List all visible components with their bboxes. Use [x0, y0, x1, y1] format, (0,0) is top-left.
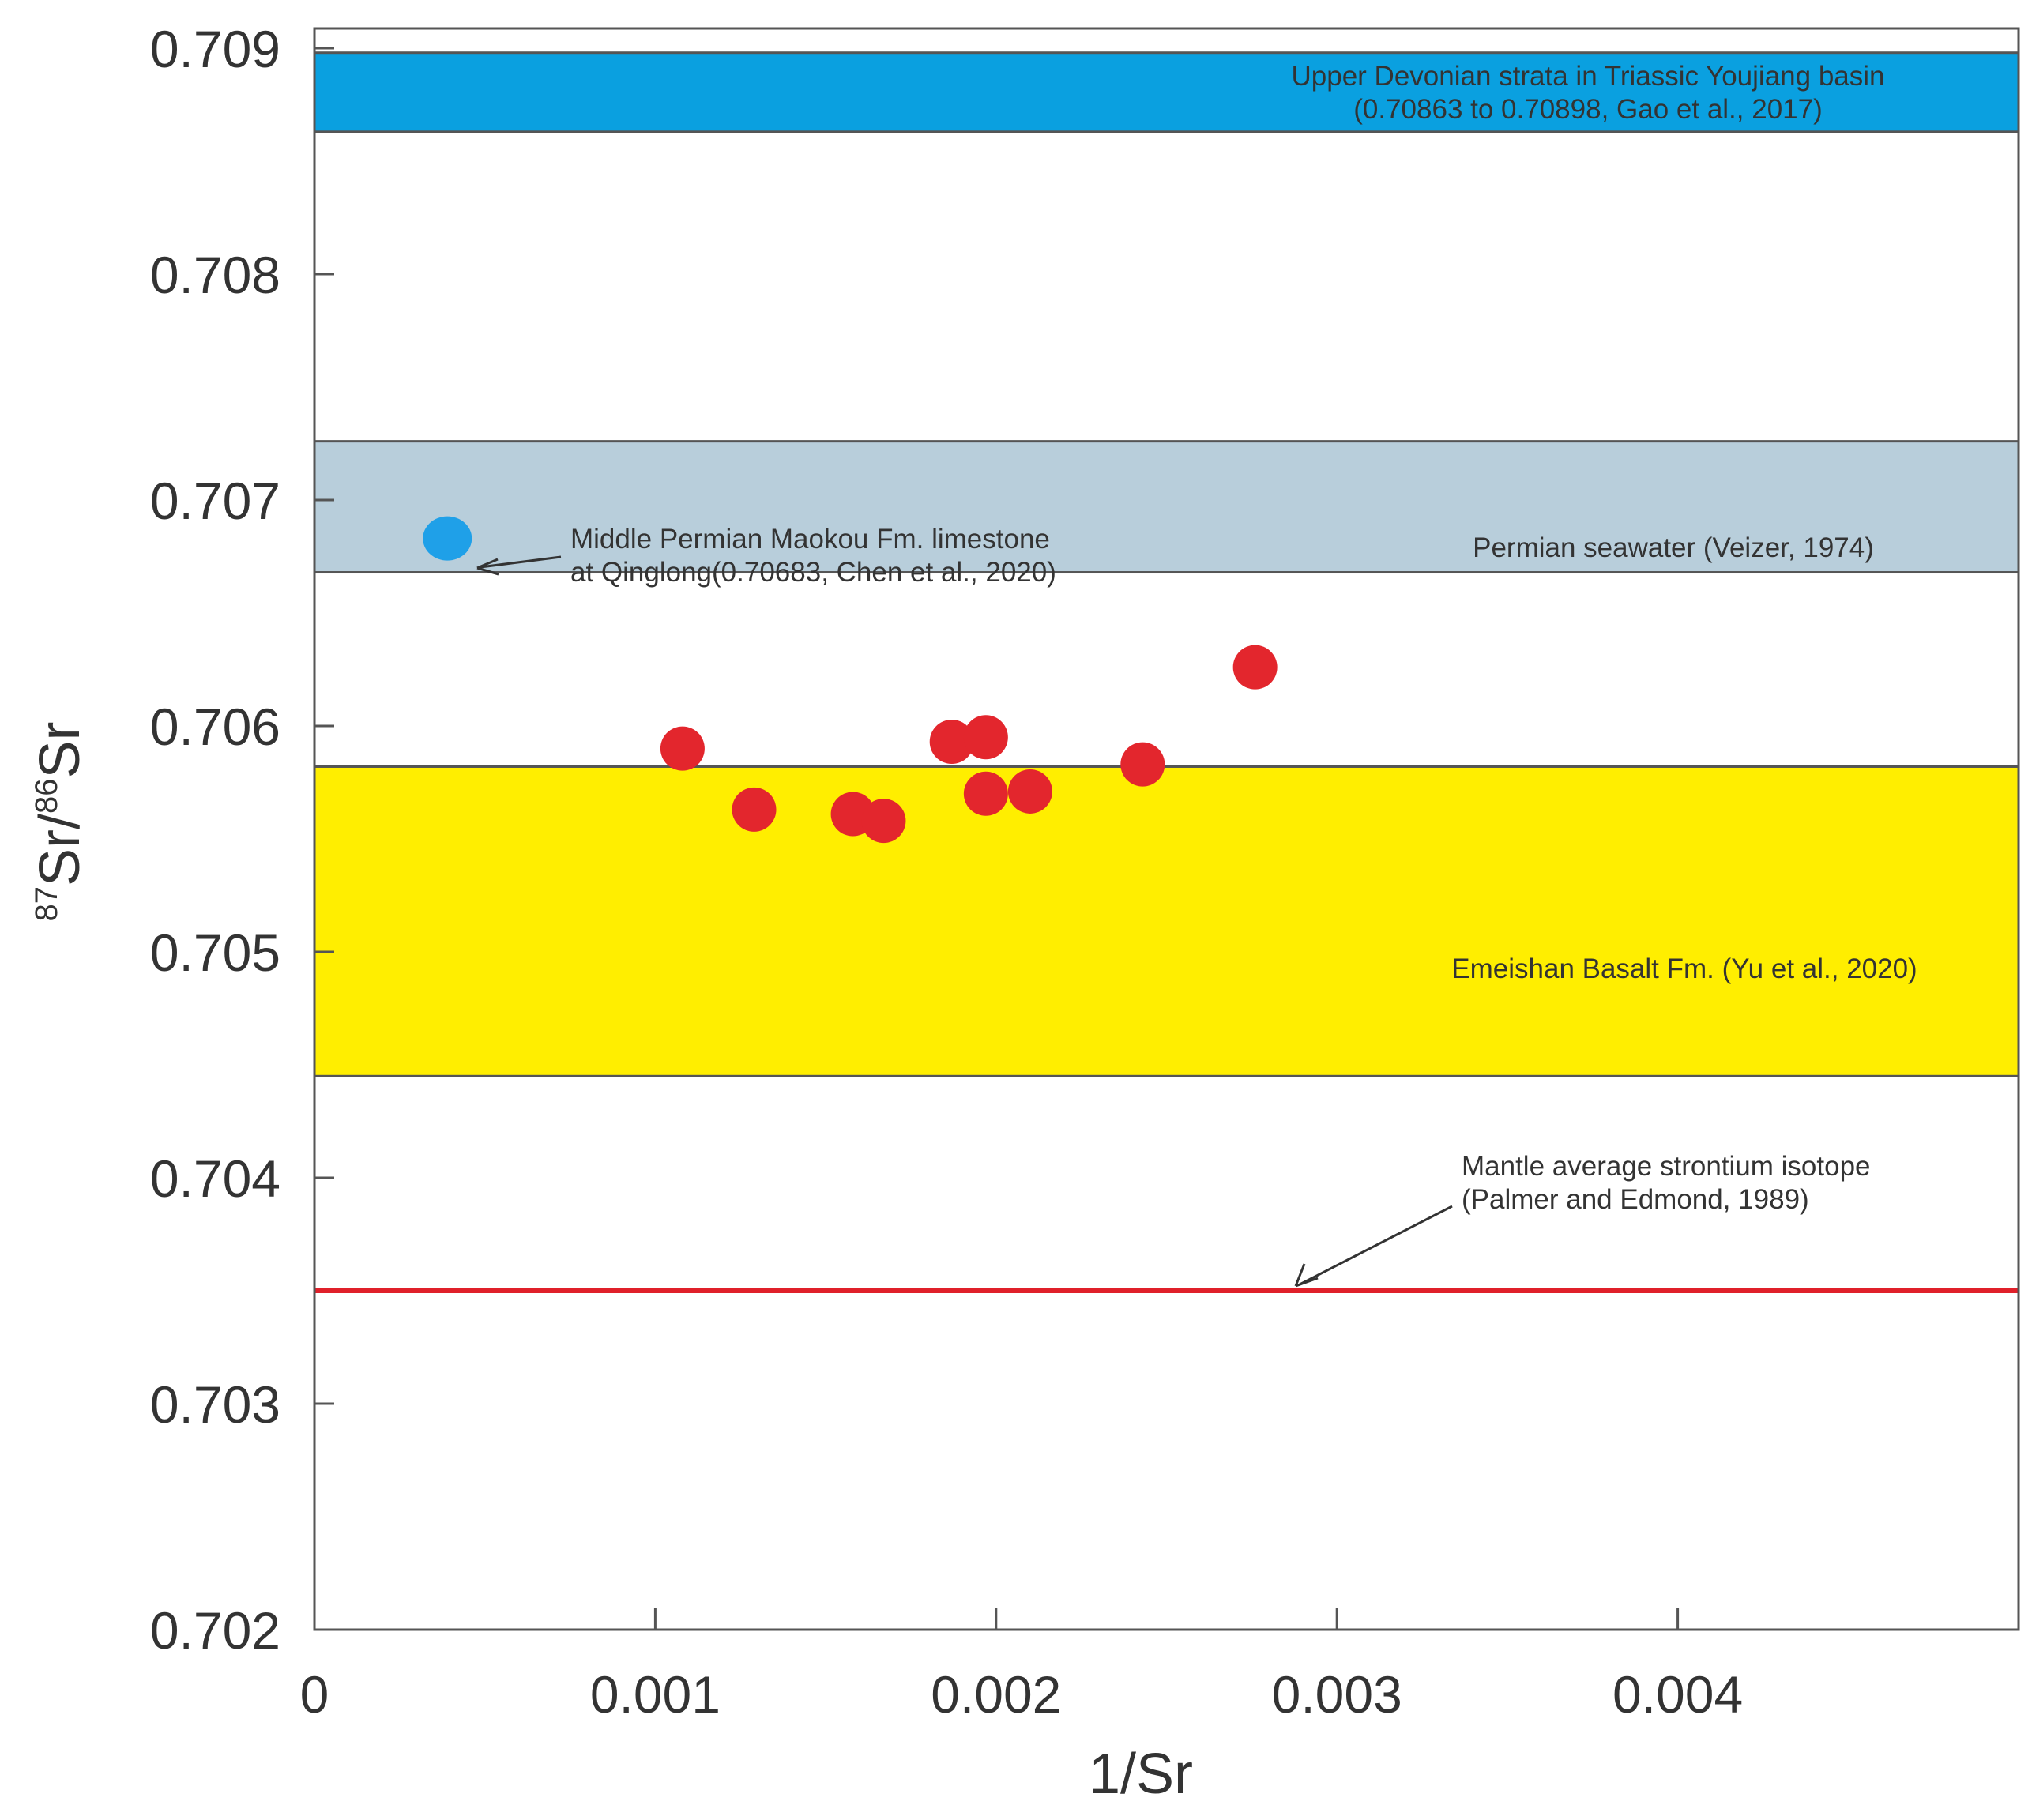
y-tick-label-2: 0.704: [150, 1149, 280, 1208]
x-tick-label-3: 0.003: [1272, 1665, 1402, 1724]
y-tick-label-1: 0.703: [150, 1375, 280, 1434]
reference-point-label-line-1: at Qinglong(0.70683, Chen et al., 2020): [570, 557, 1056, 588]
sample-point-5: [963, 715, 1008, 760]
x-tick-label-4: 0.004: [1612, 1665, 1743, 1724]
y-tick-label-0: 0.702: [150, 1601, 280, 1660]
y-axis-title-el2: Sr: [28, 721, 92, 778]
y-tick-label-5: 0.707: [150, 472, 280, 530]
sample-point-9: [1232, 645, 1278, 690]
y-axis-title-iso2: 86: [29, 778, 64, 814]
ticks-layer: 0.702 0.703 0.704 0.705 0.706 0.707 0.708 0.709…: [150, 20, 1743, 1724]
y-tick-label-7: 0.709: [150, 20, 280, 78]
y-tick-label-4: 0.706: [150, 698, 280, 756]
mantle-arrow-line: [1299, 1205, 1453, 1286]
band-label-1-line-0: Permian seawater (Veizer, 1974): [1473, 532, 1874, 563]
band-label-2-line-0: Emeishan Basalt Fm. (Yu et al., 2020): [1451, 953, 1917, 984]
annotations-layer: Upper Devonian strata in Triassic Youjia…: [476, 61, 1917, 1288]
points-layer: [423, 516, 1278, 844]
sample-point-6: [963, 771, 1008, 816]
sample-point-8: [1120, 742, 1165, 787]
y-axis-title-el1: Sr/: [28, 814, 92, 886]
mantle-label-line-0: Mantle average strontium isotope: [1462, 1151, 1871, 1182]
x-tick-label-0: 0: [300, 1665, 329, 1724]
x-axis-title: 1/Sr: [1089, 1743, 1193, 1806]
y-axis-title: 87Sr/86Sr: [28, 721, 92, 921]
bands-layer: [313, 51, 2020, 1077]
sample-point-0: [660, 726, 705, 771]
y-axis-title-iso1: 87: [29, 886, 64, 922]
band-0: [313, 51, 2020, 133]
mantle-arrow-head: [1294, 1263, 1319, 1288]
band-2: [313, 765, 2020, 1077]
sample-point-1: [732, 787, 777, 832]
reference-point-label-line-0: Middle Permian Maokou Fm. limestone: [570, 524, 1050, 555]
band-1: [313, 440, 2020, 574]
band-label-0-line-0: Upper Devonian strata in Triassic Youjia…: [1292, 61, 1885, 92]
plot-frame: [313, 27, 2020, 1631]
band-label-0-line-1: (0.70863 to 0.70898, Gao et al., 2017): [1353, 94, 1823, 125]
x-tick-label-1: 0.001: [590, 1665, 721, 1724]
reference-point-arrow-line: [480, 555, 562, 569]
sample-point-4: [929, 720, 974, 765]
sample-point-3: [861, 799, 906, 844]
x-tick-label-2: 0.002: [931, 1665, 1061, 1724]
y-tick-label-6: 0.708: [150, 246, 280, 304]
y-tick-label-3: 0.705: [150, 923, 280, 982]
sample-point-7: [1007, 769, 1052, 814]
reference-point-arrow-head: [476, 558, 499, 576]
mantle-label-line-1: (Palmer and Edmond, 1989): [1462, 1184, 1809, 1215]
reference-point: [423, 516, 472, 561]
